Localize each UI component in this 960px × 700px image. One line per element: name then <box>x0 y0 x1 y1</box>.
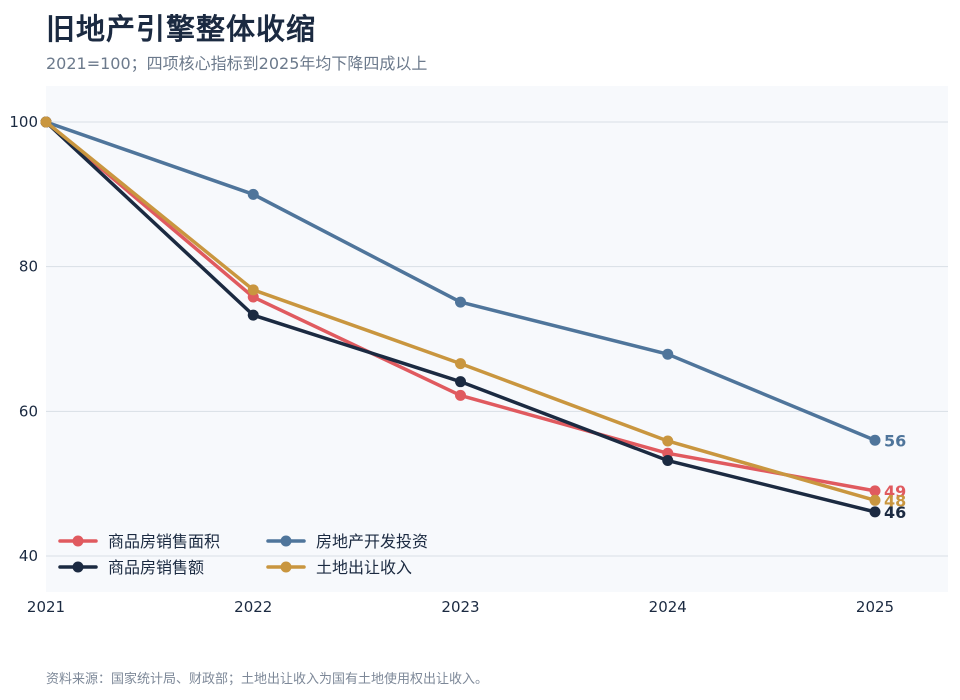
x-tick-label: 2022 <box>234 598 272 616</box>
data-point <box>869 485 881 497</box>
data-point <box>662 455 674 467</box>
data-point <box>455 358 466 370</box>
data-point <box>455 296 466 308</box>
data-point <box>869 506 881 518</box>
end-value-label: 56 <box>884 431 906 450</box>
end-value-label: 49 <box>884 482 906 501</box>
y-tick-label: 40 <box>19 547 38 565</box>
x-tick-label: 2023 <box>441 598 479 616</box>
legend-swatch-marker <box>72 535 84 547</box>
data-point <box>455 389 466 401</box>
data-point <box>662 435 674 447</box>
data-point <box>247 188 259 200</box>
legend-label: 房地产开发投资 <box>316 532 428 551</box>
data-point <box>869 434 881 446</box>
y-tick-label: 100 <box>9 113 38 131</box>
data-point <box>40 116 52 128</box>
end-value-label: 46 <box>884 503 906 522</box>
x-tick-label: 2024 <box>649 598 687 616</box>
data-point <box>662 348 674 360</box>
legend-swatch-marker <box>280 535 292 547</box>
data-point <box>247 284 259 296</box>
x-tick-label: 2025 <box>856 598 894 616</box>
legend-label: 土地出让收入 <box>316 558 412 577</box>
data-point <box>247 309 259 321</box>
end-value-label: 48 <box>884 491 906 510</box>
source-note: 资料来源：国家统计局、财政部；土地出让收入为国有土地使用权出让收入。 <box>46 672 489 687</box>
data-point <box>455 376 466 388</box>
x-tick-label: 2021 <box>27 598 65 616</box>
chart-title: 旧地产引擎整体收缩 <box>46 12 317 46</box>
data-point <box>869 494 881 506</box>
y-tick-label: 80 <box>19 258 38 276</box>
plot-background <box>46 86 948 592</box>
legend-swatch-marker <box>280 561 292 573</box>
chart-subtitle: 2021=100；四项核心指标到2025年均下降四成以上 <box>46 54 428 73</box>
legend-label: 商品房销售面积 <box>108 532 220 551</box>
legend-swatch-marker <box>72 561 84 573</box>
legend-label: 商品房销售额 <box>108 558 204 577</box>
y-tick-label: 60 <box>19 402 38 420</box>
